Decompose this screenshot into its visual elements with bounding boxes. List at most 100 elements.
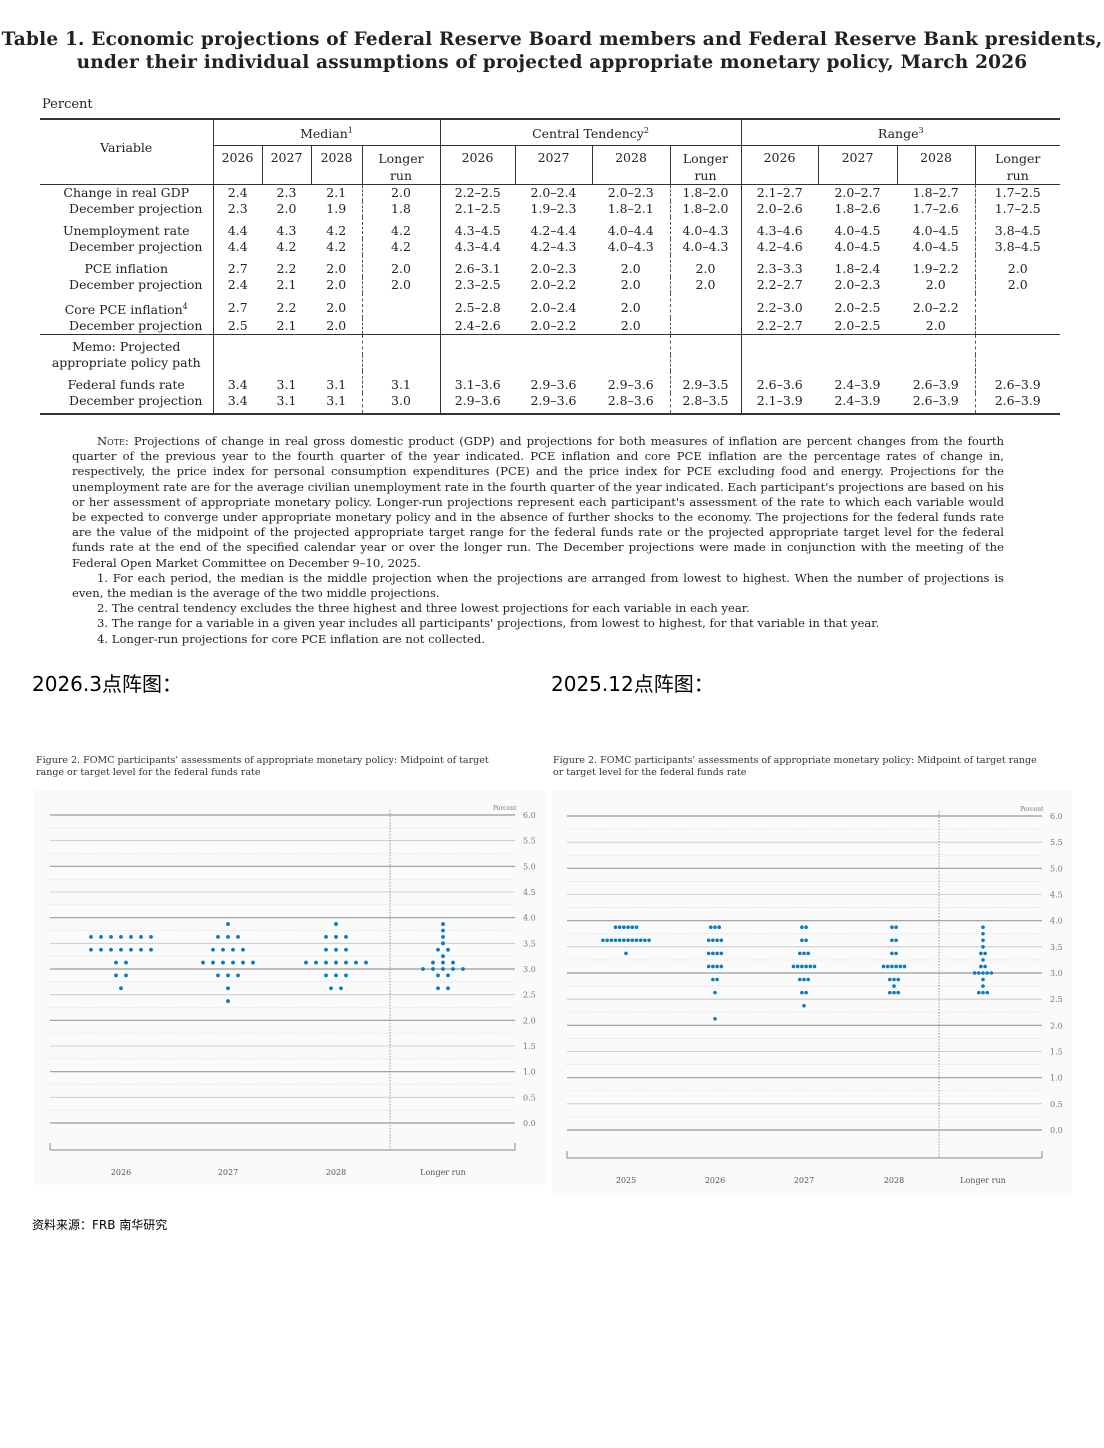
- range-cell: 2.6–3.9: [912, 376, 959, 392]
- table-row: Core PCE inflation4 2.7 2.2 2.0 2.5–2.8 2.0–2…: [40, 292, 1060, 318]
- longer-run-label: Longer: [378, 150, 424, 166]
- variable-label: December projection: [40, 276, 214, 293]
- dot: [119, 947, 123, 952]
- y-tick-label: 5.0: [1050, 864, 1063, 873]
- row-label: appropriate policy path: [51, 354, 201, 370]
- range-cell: 2.0–2.3: [834, 276, 881, 292]
- row-label: December projection: [69, 392, 203, 408]
- median-cell: 2.0: [326, 276, 347, 292]
- dot: [634, 938, 639, 943]
- ct-cell: 2.0: [669, 254, 742, 277]
- row-label: Federal funds rate: [67, 376, 185, 392]
- x-tick-label: 2026: [705, 1176, 725, 1185]
- dot: [802, 977, 806, 982]
- median-cell: 3.1: [311, 392, 362, 415]
- median-cell: 3.1: [326, 376, 347, 392]
- table-row: Federal funds rate 3.4 3.1 3.1 3.1 3.1–3.6 2.9…: [40, 370, 1060, 393]
- ct-cell: 2.0: [669, 276, 742, 293]
- longer-run-label: run: [694, 167, 717, 183]
- range-cell: 2.0: [925, 317, 946, 333]
- table-row: December projection 2.4 2.1 2.0 2.0 2.3–2.5 2.…: [40, 276, 1060, 293]
- dot: [324, 947, 328, 952]
- dot: [211, 960, 215, 965]
- table-row: December projection 2.3 2.0 1.9 1.8 2.1–2.5 1.…: [40, 200, 1060, 217]
- longer-run-label: run: [389, 167, 413, 183]
- year-header: 2028: [897, 144, 976, 185]
- ct-cell: 1.8–2.1: [607, 200, 654, 216]
- table-row: December projection 3.4 3.1 3.1 3.0 2.9–3.6 2.…: [40, 392, 1060, 415]
- figure-caption-right: Figure 2. FOMC participants' assessments…: [553, 755, 1037, 778]
- ct-cell: 2.4–2.6: [454, 317, 501, 333]
- dot: [896, 977, 900, 982]
- dot: [795, 964, 800, 969]
- range-cell: 3.8–4.5: [974, 238, 1060, 255]
- dot: [983, 964, 987, 969]
- dot: [981, 938, 985, 943]
- y-tick-label: 4.0: [1050, 917, 1063, 926]
- ct-cell: 2.0: [620, 300, 641, 316]
- range-cell: [818, 355, 897, 371]
- range-cell: 1.8–2.7: [912, 184, 959, 200]
- variable-label: Memo: Projected: [40, 333, 214, 355]
- dot: [451, 960, 455, 965]
- dot: [446, 947, 450, 952]
- dot: [626, 925, 630, 930]
- dot: [894, 951, 898, 956]
- title-line-1: Table 1. Economic projections of Federal…: [1, 29, 1103, 50]
- dot: [981, 931, 985, 936]
- ct-cell: 2.9–3.5: [669, 370, 742, 393]
- dot: [890, 925, 894, 930]
- dot: [226, 935, 230, 939]
- median-cell: 2.4: [227, 276, 248, 292]
- ct-cell: 2.0–2.2: [530, 276, 577, 292]
- group-label: Range: [877, 125, 919, 141]
- dot: [446, 973, 450, 978]
- median-cell: 2.1: [326, 184, 347, 200]
- row-label: December projection: [69, 276, 203, 292]
- dot: [626, 938, 630, 943]
- ct-cell: [440, 355, 515, 371]
- dot: [804, 938, 808, 943]
- dot: [713, 990, 717, 995]
- dot: [344, 935, 348, 939]
- footnote-ref: 3: [918, 125, 924, 135]
- y-tick-label: 2.5: [523, 991, 536, 1000]
- dot: [446, 986, 450, 991]
- range-cell: 2.0: [974, 254, 1060, 277]
- dot: [431, 960, 435, 965]
- footnote: 4. Longer-run projections for core PCE i…: [97, 631, 485, 646]
- median-cell: [361, 317, 441, 335]
- ct-cell: 2.9–3.6: [515, 392, 592, 415]
- group-label: Central Tendency: [532, 125, 644, 141]
- variable-label: PCE inflation: [40, 254, 214, 277]
- group-header: Median1: [213, 118, 441, 146]
- y-tick-label: 4.5: [1050, 891, 1063, 900]
- dot: [890, 964, 894, 969]
- dot: [334, 922, 338, 926]
- ct-cell: 2.0: [620, 317, 641, 333]
- row-label: December projection: [69, 317, 203, 333]
- dot: [441, 967, 445, 971]
- dot: [706, 951, 711, 956]
- figure-caption-left: Figure 2. FOMC participants' assessments…: [36, 755, 489, 778]
- dot: [89, 947, 93, 952]
- ct-cell: 2.0–2.4: [530, 184, 577, 200]
- median-cell: [213, 333, 262, 355]
- y-tick-label: 5.5: [523, 837, 536, 846]
- dot: [804, 990, 808, 995]
- dot: [149, 947, 153, 952]
- note-lead: Note:: [97, 434, 129, 448]
- range-cell: 2.1–3.9: [741, 392, 818, 415]
- range-cell: 2.6–3.9: [897, 392, 975, 415]
- dot: [890, 951, 894, 956]
- dot: [802, 1003, 806, 1008]
- median-cell: 4.2: [361, 216, 441, 239]
- dot: [896, 990, 900, 995]
- median-cell: [311, 333, 362, 355]
- x-tick-label: 2027: [794, 1176, 814, 1185]
- dot: [885, 964, 890, 969]
- ct-cell: 4.0–4.3: [669, 238, 742, 255]
- ct-cell: 2.0–2.3: [607, 184, 654, 200]
- variable-label: Federal funds rate: [40, 370, 214, 393]
- range-cell: [897, 333, 975, 355]
